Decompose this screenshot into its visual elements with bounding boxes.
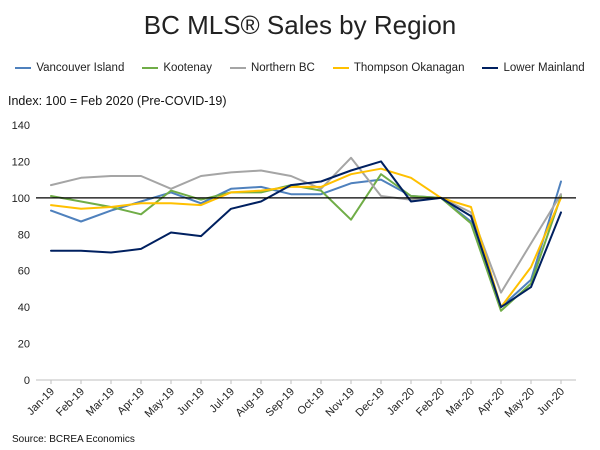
chart-title: BC MLS® Sales by Region	[143, 10, 457, 40]
y-tick-label: 40	[18, 302, 30, 314]
x-tick-label: Dec-19	[354, 386, 388, 420]
chart-subtitle: Index: 100 = Feb 2020 (Pre-COVID-19)	[8, 94, 227, 108]
x-tick-label: Jun-19	[175, 386, 207, 418]
series-line	[50, 156, 562, 294]
legend-item: Lower Mainland	[482, 62, 585, 74]
legend-item: Vancouver Island	[15, 62, 124, 74]
legend-item: Northern BC	[229, 62, 315, 74]
x-tick-label: Apr-20	[475, 386, 507, 418]
legend-label: Vancouver Island	[36, 62, 125, 74]
x-tick-label: Jan-20	[385, 386, 417, 418]
legend-label: Northern BC	[250, 62, 315, 74]
series-line	[50, 178, 562, 309]
y-tick-label: 80	[18, 229, 30, 241]
x-tick-label: Aug-19	[234, 386, 268, 420]
x-tick-label: Mar-20	[444, 386, 477, 419]
legend-swatch	[332, 67, 349, 69]
x-tick-label: Feb-19	[54, 386, 87, 419]
series-line	[50, 160, 562, 309]
x-tick-label: May-20	[503, 386, 537, 420]
legend-item: Thompson Okanagan	[332, 62, 465, 74]
y-tick-label: 60	[18, 266, 30, 278]
legend-swatch	[142, 67, 159, 69]
x-tick-label: Mar-19	[84, 386, 117, 419]
y-tick-label: 120	[12, 156, 30, 168]
legend-item: Kootenay	[142, 62, 212, 74]
series-line	[50, 167, 562, 309]
x-tick-label: Feb-20	[414, 386, 447, 419]
legend-label: Thompson Okanagan	[353, 62, 465, 74]
x-tick-label: Jan-19	[25, 386, 57, 418]
legend: Vancouver Island Kootenay Northern BC Thomp…	[0, 62, 600, 74]
y-tick-label: 0	[24, 375, 30, 387]
legend-swatch	[229, 67, 246, 69]
legend-label: Kootenay	[163, 62, 212, 74]
x-tick-label: Nov-19	[324, 386, 358, 420]
y-tick-label: 140	[12, 120, 30, 132]
x-tick-label: Oct-19	[295, 386, 327, 418]
x-tick-label: Jun-20	[535, 386, 567, 418]
x-tick-label: May-19	[143, 386, 177, 420]
legend-swatch	[15, 67, 32, 69]
legend-swatch	[482, 67, 499, 69]
legend-label: Lower Mainland	[503, 62, 585, 74]
source-note: Source: BCREA Economics	[12, 434, 135, 445]
y-tick-label: 20	[18, 339, 30, 351]
x-tick-label: Apr-19	[115, 386, 147, 418]
y-tick-label: 100	[12, 193, 30, 205]
x-tick-label: Sep-19	[264, 386, 298, 420]
